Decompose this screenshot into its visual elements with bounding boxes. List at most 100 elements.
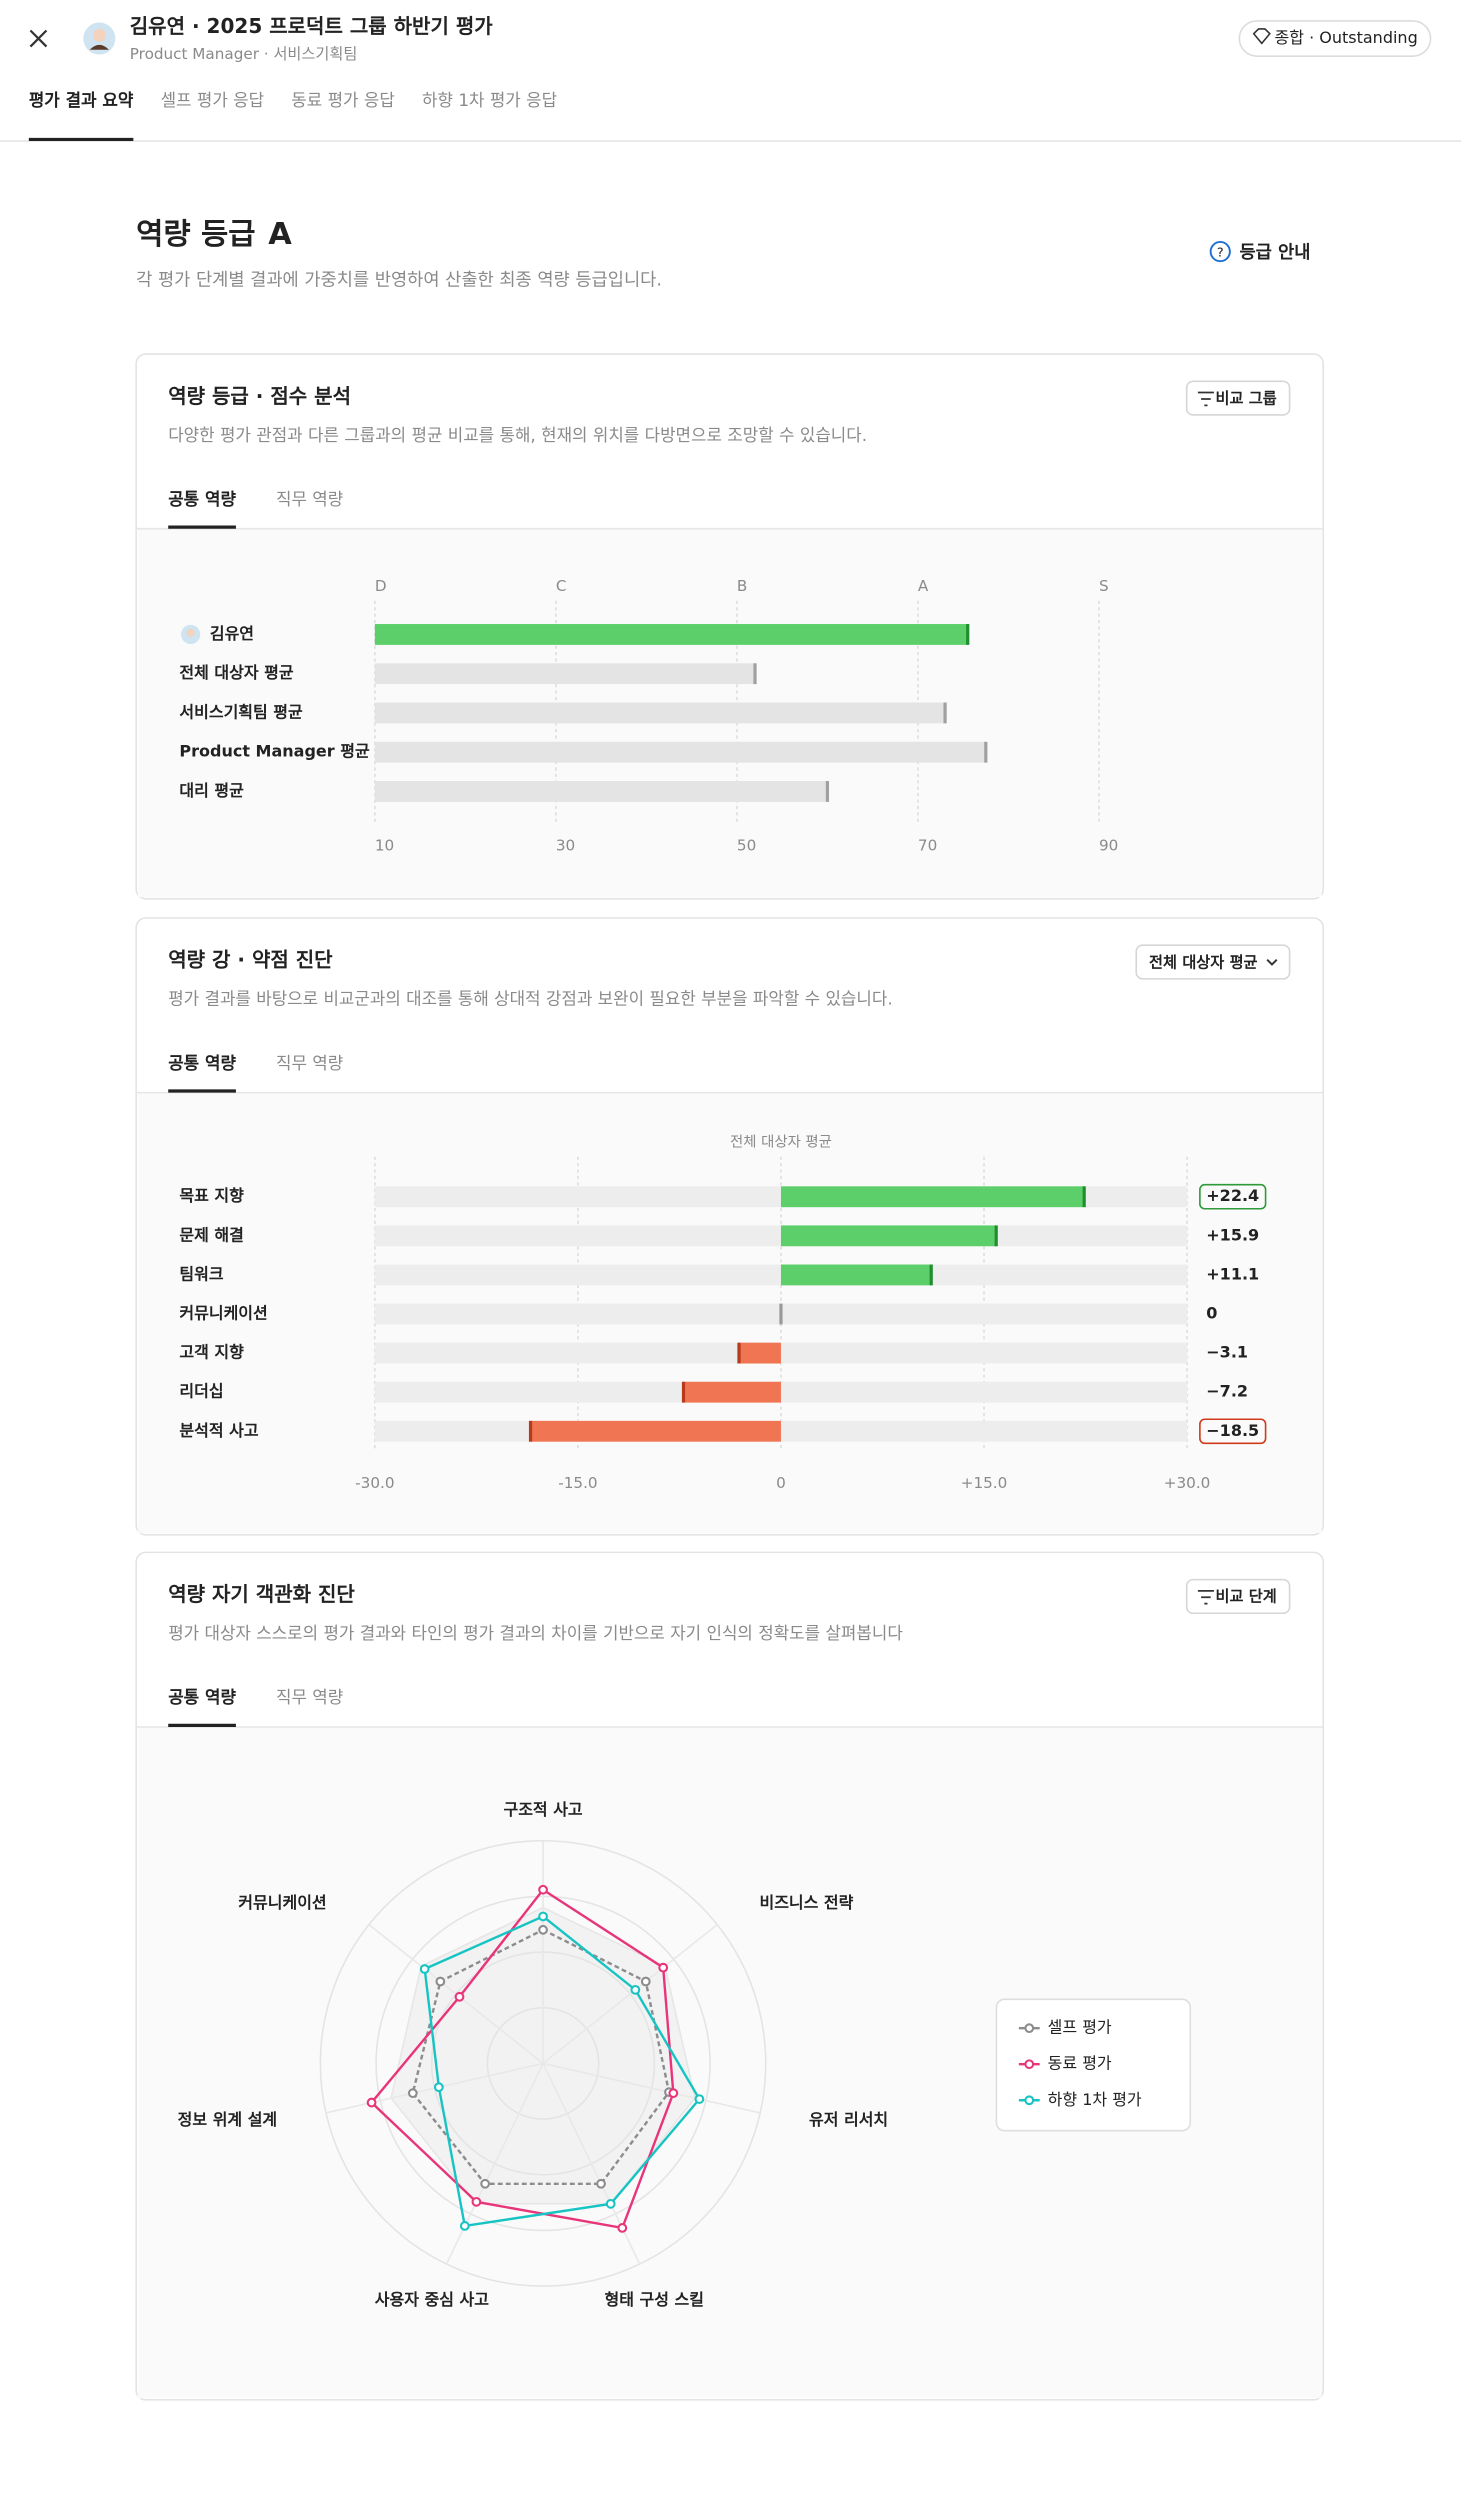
x-tick-label: 30 [556,836,575,854]
x-tick-label: +30.0 [1164,1474,1211,1492]
radar-point [459,2221,470,2231]
card-subtitle: 평가 결과를 바탕으로 비교군과의 대조를 통해 상대적 강점과 보완이 필요한… [168,989,892,1009]
radar-point [617,2223,628,2233]
card-tab[interactable]: 직무 역량 [276,1053,343,1073]
category-label: 커뮤니케이션 [179,1304,267,1323]
bar [374,741,986,763]
axis-label: 형태 구성 스킬 [605,2290,704,2309]
avatar-face [186,628,195,637]
radar-point [605,2198,616,2209]
category-label: 문제 해결 [179,1225,243,1244]
page-subtitle: Product Manager · 서비스기획팀 [130,45,358,63]
nav-tab[interactable]: 평가 결과 요약 [29,90,134,110]
bar [374,781,828,802]
nav-tab[interactable]: 셀프 평가 응답 [161,90,265,110]
x-tick-label: 0 [776,1474,786,1492]
radar-line [423,1915,701,2228]
value-label: +15.9 [1206,1225,1259,1244]
value-label: −7.2 [1206,1382,1248,1401]
value-label: −18.5 [1206,1421,1259,1440]
grade-tick-label: D [375,577,387,595]
bar [374,702,946,724]
card-tab[interactable]: 공통 역량 [168,1687,236,1707]
avatar [83,22,116,55]
radar-point [658,1962,669,1973]
button[interactable] [1185,380,1291,416]
radar-point [538,1911,548,1922]
bar [530,1420,781,1442]
legend-label: 하향 1차 평가 [1048,2090,1142,2109]
card-subtitle: 평가 대상자 스스로의 평가 결과와 타인의 평가 결과의 차이를 기반으로 자… [168,1623,903,1643]
help-icon [1209,241,1231,263]
radar-point [435,1976,446,1987]
bar [780,1186,1085,1208]
grade-tick-label: C [556,577,567,595]
axis-label: 정보 위계 설계 [178,2110,277,2129]
x-tick-label: 70 [918,836,937,854]
grade-title: 역량 등급 [136,216,255,251]
grade-description: 각 평가 단계별 결과에 가중치를 반영하여 산출한 최종 역량 등급입니다. [136,270,662,290]
category-label: 고객 지향 [179,1343,244,1362]
reference-label: 전체 대상자 평균 [730,1133,832,1150]
badge-text: 종합 · Outstanding [1275,28,1418,47]
card-tab[interactable]: 공통 역량 [168,489,236,509]
value-label: −3.1 [1206,1343,1248,1362]
chevron [1266,958,1278,966]
radar-point [454,1991,465,2002]
radar-point [366,2097,377,2108]
radar-point [433,2082,444,2093]
category-label: 김유연 [210,624,254,643]
x-tick-label: -15.0 [558,1474,597,1492]
category-label: 팀워크 [179,1264,223,1283]
button-text[interactable]: 비교 그룹 [1216,389,1277,407]
dropdown[interactable] [1135,944,1291,980]
legend-marker [1024,2023,1035,2034]
bar [374,663,756,685]
axis-label: 유저 리서치 [809,2110,888,2129]
card-title: 역량 등급 · 점수 분석 [168,384,351,408]
legend [995,1998,1192,2132]
x-tick-label: 10 [375,836,394,854]
card-tab[interactable]: 직무 역량 [276,489,343,509]
card-title: 역량 자기 객관화 진단 [168,1582,355,1606]
card-tab[interactable]: 직무 역량 [276,1687,343,1707]
spoke [445,2063,544,2265]
close-button[interactable] [29,29,48,48]
radar-point [596,2178,606,2189]
x-tick-label: 90 [1099,836,1118,854]
dropdown-text[interactable]: 전체 대상자 평균 [1149,953,1258,971]
card-subtitle: 다양한 평가 관점과 다른 그룹과의 평균 비교를 통해, 현재의 위치를 다방… [168,425,867,445]
filter-icon [1197,391,1214,407]
value-label: +11.1 [1206,1264,1259,1283]
radar-point [480,2178,490,2189]
radar-point [419,1964,430,1974]
radar-point [471,2196,482,2207]
nav-tab[interactable]: 하향 1차 평가 응답 [422,90,557,110]
nav-tab[interactable]: 동료 평가 응답 [291,90,395,110]
bar [738,1342,781,1364]
spoke [542,1923,718,2065]
filter-icon [1197,1589,1214,1605]
value-label: 0 [1206,1304,1217,1323]
legend-label: 동료 평가 [1048,2054,1112,2073]
grade-tick-label: B [737,577,747,595]
category-label: 전체 대상자 평균 [179,663,293,682]
grade-tick-label: S [1099,577,1109,595]
radar-point [538,1924,548,1935]
x-tick-label: -30.0 [355,1474,394,1492]
x-tick-label: +15.0 [961,1474,1008,1492]
category-label: 대리 평균 [179,781,244,800]
card-tab[interactable]: 공통 역량 [168,1053,236,1073]
radar-line [369,1888,675,2230]
category-label: 서비스기획팀 평균 [179,702,303,721]
axis-label: 비즈니스 전략 [759,1893,853,1912]
x-tick-label: 50 [737,836,756,854]
category-label: 리더십 [179,1382,223,1401]
button[interactable] [1185,1578,1291,1615]
grade-guide-link[interactable]: 등급 안내 [1239,243,1310,263]
category-label: 목표 지향 [179,1186,244,1205]
button-text[interactable]: 비교 단계 [1216,1588,1277,1606]
legend-label: 셀프 평가 [1048,2018,1112,2037]
